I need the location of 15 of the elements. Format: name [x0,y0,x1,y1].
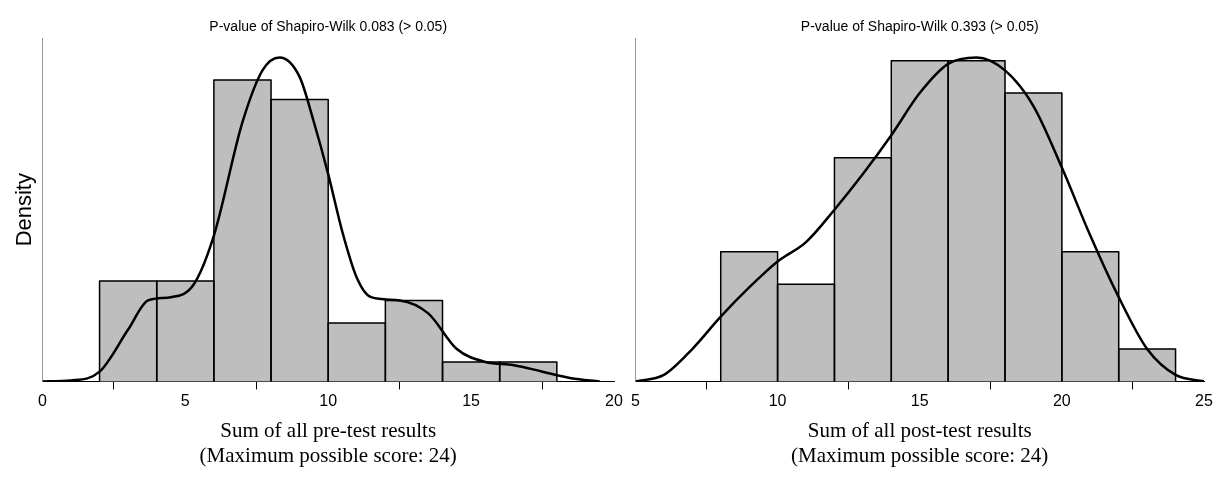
x-tick-label: 0 [37,392,47,410]
x-tick-label: 10 [768,392,787,410]
text: P-value of Shapiro-Wilk 0.393 (> 0.05) [800,17,1039,34]
x-tick-label: 5 [631,392,640,410]
x-tick-label: 15 [910,392,929,410]
x-axis-title: Sum of all post-test results (Maximum possible score: 24) [791,417,1049,467]
x-tick-label: 25 [1195,392,1213,410]
y-axis-title: Density [11,173,37,247]
x-tick-label: 10 [319,392,338,410]
text: P-value of Shapiro-Wilk 0.083 (> 0.05) [209,17,448,34]
x-tick-label: 20 [1052,392,1071,410]
x-axis-title: Sum of all pre-test results (Maximum possible score: 24) [199,417,457,467]
x-tick-label: 5 [180,392,190,410]
x-tick-label: 15 [462,392,481,410]
x-tick-label: 20 [605,392,623,410]
